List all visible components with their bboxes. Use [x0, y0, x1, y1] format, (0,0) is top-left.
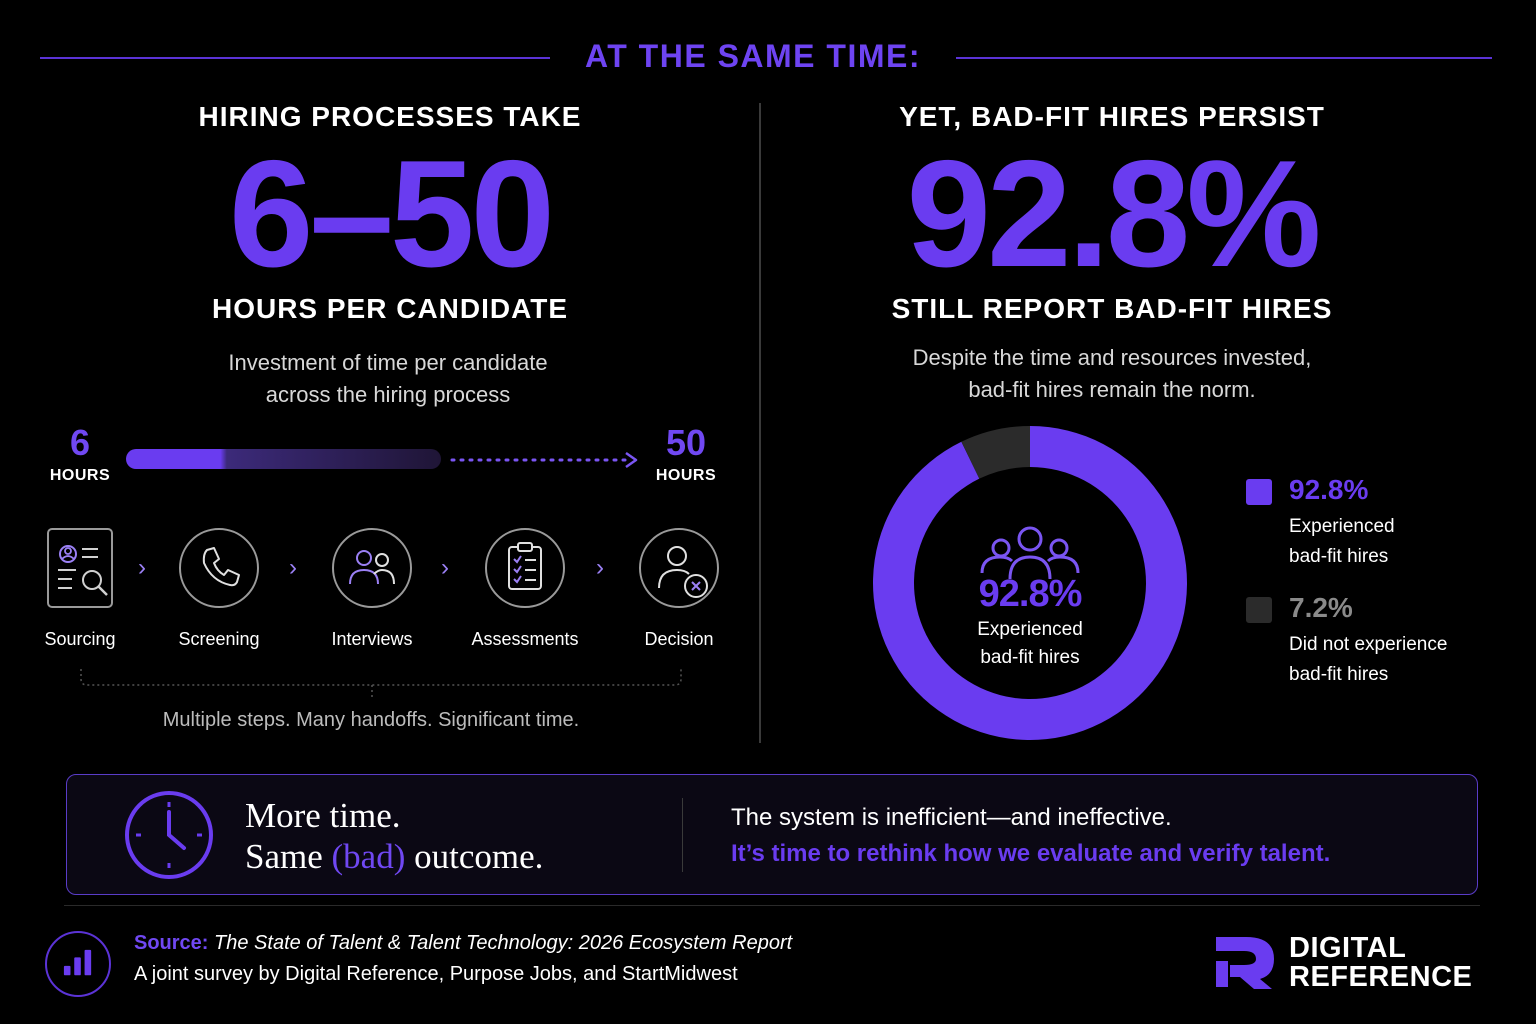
legend-pct-experienced: 92.8%	[1289, 474, 1369, 505]
steps-note: Multiple steps. Many handoffs. Significa…	[162, 709, 580, 731]
donut-center-label-line1: Experienced	[977, 619, 1083, 640]
hours-range-bar	[126, 449, 441, 469]
callout-box	[66, 774, 1478, 895]
left-description-line1: Investment of time per candidate	[228, 350, 548, 375]
chevron-right-icon: ›	[596, 554, 604, 581]
people-icon	[332, 528, 412, 608]
right-subheading: STILL REPORT BAD-FIT HIRES	[891, 293, 1333, 324]
resume-search-icon	[47, 528, 113, 608]
chevron-right-icon: ›	[289, 554, 297, 581]
right-description-line1: Despite the time and resources invested,	[912, 345, 1312, 370]
column-divider	[759, 103, 761, 743]
clipboard-checklist-icon	[485, 528, 565, 608]
step-label-screening: Screening	[178, 629, 260, 649]
right-description: Despite the time and resources invested,…	[812, 342, 1412, 406]
donut-center-percent: 92.8%	[978, 573, 1083, 615]
callout-headline: More time. Same (bad) outcome.	[245, 795, 665, 877]
header-rule-left	[40, 57, 550, 59]
chevron-right-icon: ›	[441, 554, 449, 581]
source-title: The State of Talent & Talent Technology:…	[214, 932, 793, 954]
phone-icon	[179, 528, 259, 608]
callout-message2: It’s time to rethink how we evaluate and…	[731, 840, 1331, 867]
logo-line2: REFERENCE	[1289, 961, 1473, 993]
range-dotted-arrow	[450, 451, 638, 469]
user-x-icon	[639, 528, 719, 608]
callout-line2: Same (bad) outcome.	[245, 836, 665, 877]
logo-wordmark: DIGITAL REFERENCE	[1289, 934, 1509, 992]
group-people-icon	[980, 526, 1080, 580]
left-description-line2: across the hiring process	[265, 382, 511, 407]
right-description-line2: bad-fit hires remain the norm.	[968, 377, 1256, 402]
step-label-interviews: Interviews	[331, 629, 413, 649]
callout-divider	[682, 798, 683, 872]
source-credit: A joint survey by Digital Reference, Pur…	[134, 963, 738, 985]
legend-label-experienced-line1: Experienced	[1289, 516, 1395, 537]
range-max-value: 50	[665, 422, 707, 463]
footer-rule	[64, 905, 1480, 906]
legend-swatch-experienced	[1246, 479, 1272, 505]
callout-line1: More time.	[245, 796, 401, 835]
legend-label-not-experienced-line1: Did not experience	[1289, 634, 1448, 655]
donut-slice-1	[961, 426, 1030, 479]
legend-pct-not-experienced: 7.2%	[1289, 592, 1353, 623]
range-max-label: HOURS	[655, 467, 717, 484]
legend-swatch-not-experienced	[1246, 597, 1272, 623]
hours-range-stat: 6–50	[228, 129, 555, 299]
step-label-assessments: Assessments	[471, 629, 579, 649]
right-heading: YET, BAD-FIT HIRES PERSIST	[899, 101, 1325, 132]
source-label: Source:	[134, 932, 209, 954]
steps-bracket	[80, 669, 682, 698]
bad-fit-stat: 92.8%	[906, 129, 1322, 299]
header-title: AT THE SAME TIME:	[585, 38, 921, 74]
legend-label-not-experienced-line2: bad-fit hires	[1289, 664, 1389, 685]
chevron-right-icon: ›	[138, 554, 146, 581]
callout-line2-a: Same	[245, 837, 332, 876]
bar-chart-icon	[45, 931, 111, 997]
callout-line2-c: outcome.	[405, 837, 544, 876]
left-subheading: HOURS PER CANDIDATE	[211, 293, 569, 324]
step-label-sourcing: Sourcing	[44, 629, 116, 649]
donut-chart	[873, 426, 1187, 740]
legend-label-not-experienced: Did not experience bad-fit hires	[1289, 630, 1509, 690]
legend-label-experienced-line2: bad-fit hires	[1289, 546, 1389, 567]
left-heading: HIRING PROCESSES TAKE	[198, 101, 582, 132]
range-min-label: HOURS	[49, 467, 111, 484]
legend-label-experienced: Experienced bad-fit hires	[1289, 512, 1509, 572]
clock-icon	[125, 791, 213, 879]
header-rule-right	[956, 57, 1492, 59]
source-line: Source: The State of Talent & Talent Tec…	[134, 932, 1034, 955]
range-min-value: 6	[69, 422, 91, 463]
callout-message1: The system is inefficient—and ineffectiv…	[731, 804, 1172, 831]
donut-center-label: Experienced bad-fit hires	[930, 616, 1130, 672]
step-label-decision: Decision	[644, 629, 714, 649]
left-description: Investment of time per candidate across …	[90, 347, 686, 411]
logo-line1: DIGITAL	[1289, 932, 1407, 964]
donut-center-label-line2: bad-fit hires	[980, 647, 1080, 668]
digital-reference-logo-icon	[1216, 937, 1274, 989]
callout-line2-bad: (bad)	[331, 837, 406, 876]
